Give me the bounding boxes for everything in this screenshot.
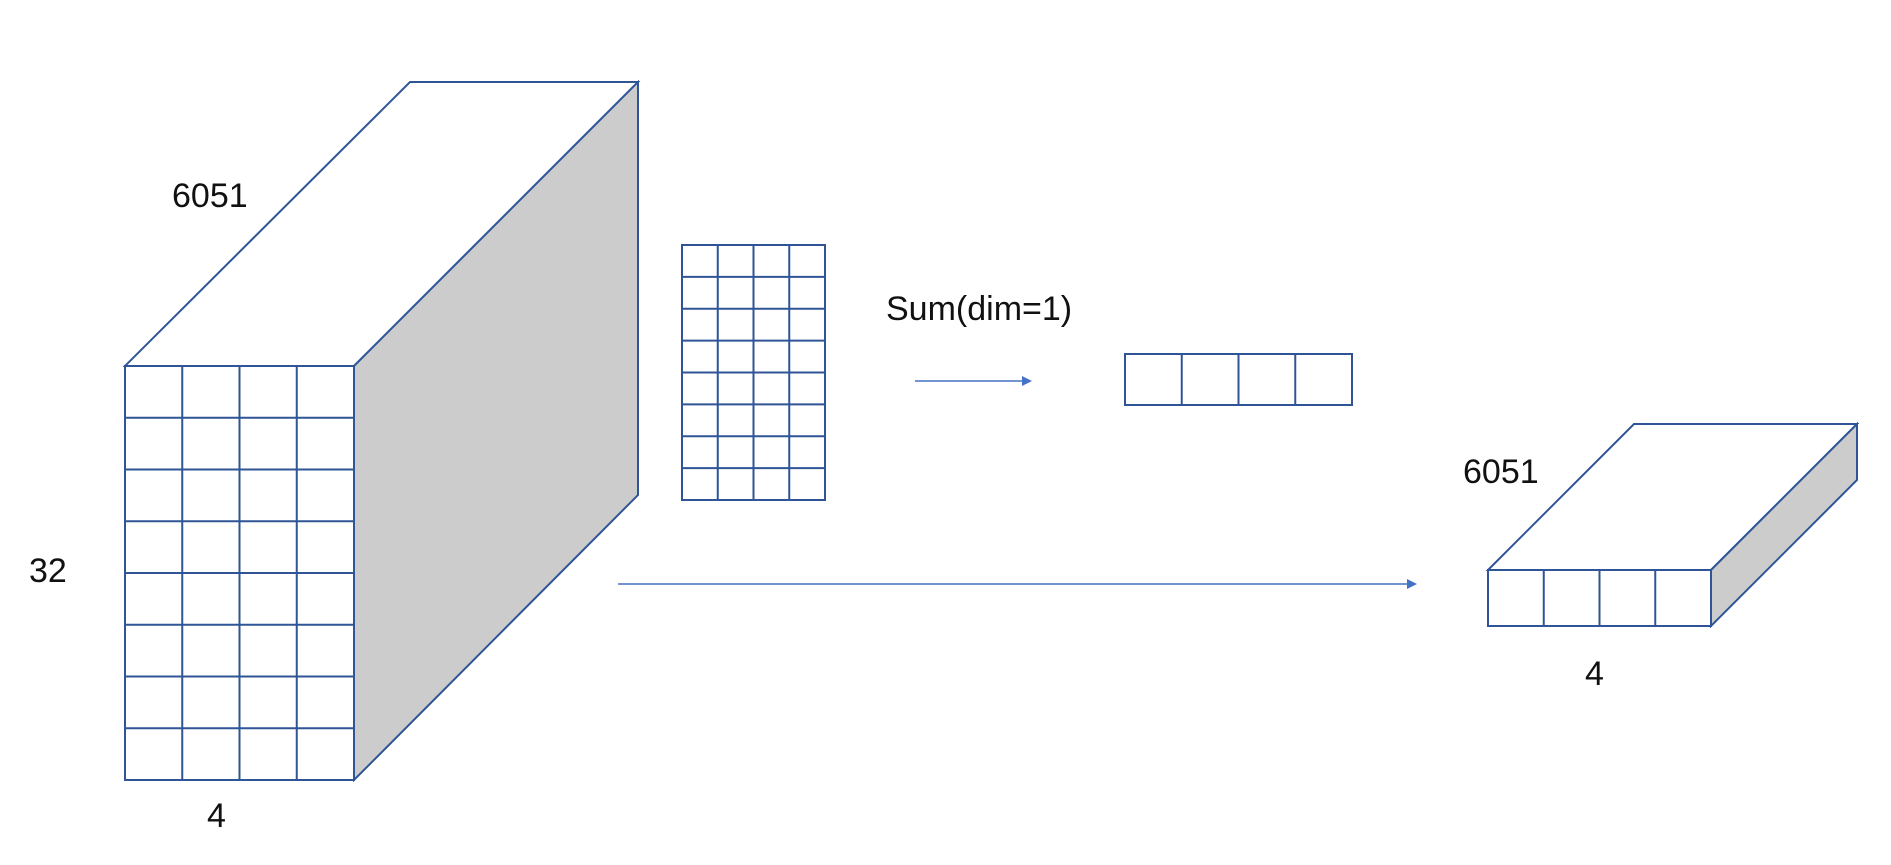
output-depth-label: 6051 <box>1463 453 1539 491</box>
input-height-label: 32 <box>29 552 67 590</box>
output-tensor-front-grid <box>1542 570 1657 626</box>
operation-label: Sum(dim=1) <box>886 290 1072 328</box>
input-depth-label: 6051 <box>172 177 248 215</box>
summed-vector <box>1124 353 1353 406</box>
output-tensor <box>1485 421 1860 629</box>
input-tensor <box>122 79 641 783</box>
summed-vector-grid <box>1180 354 1297 405</box>
slice-matrix <box>681 244 826 501</box>
slice-matrix-grid <box>682 245 825 500</box>
output-width-label: 4 <box>1585 655 1604 693</box>
input-width-label: 4 <box>207 797 226 835</box>
input-tensor-front-grid <box>125 366 354 780</box>
